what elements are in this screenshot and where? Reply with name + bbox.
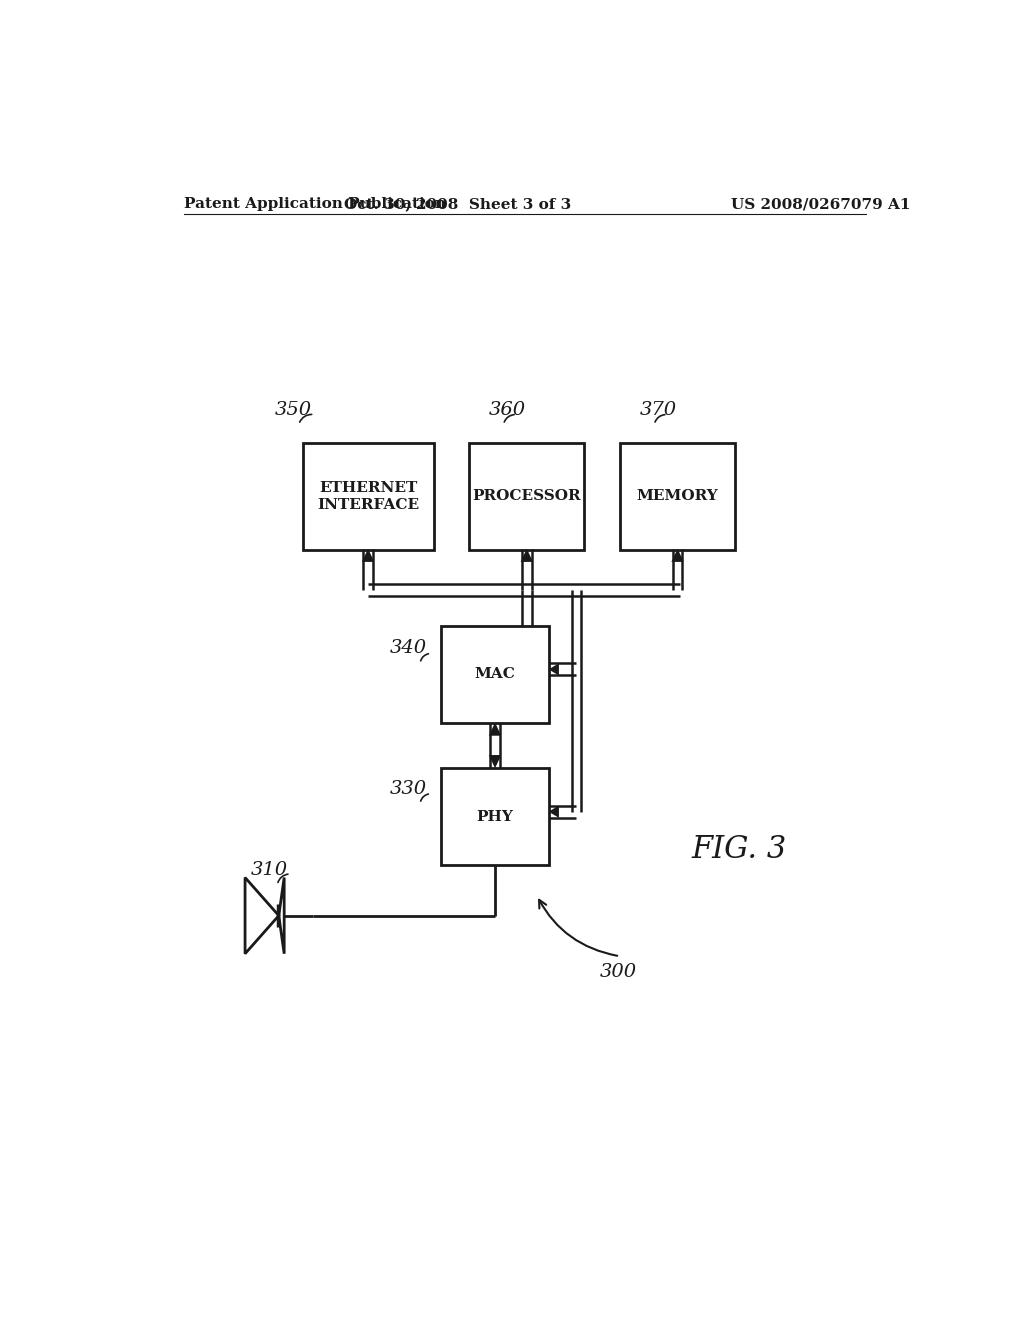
Text: 310: 310	[251, 861, 288, 879]
Polygon shape	[549, 805, 559, 818]
Text: 360: 360	[489, 400, 526, 418]
Bar	[303, 444, 433, 549]
Text: PROCESSOR: PROCESSOR	[472, 490, 581, 503]
Text: 330: 330	[390, 780, 427, 797]
Polygon shape	[549, 663, 559, 676]
Text: ETHERNET
INTERFACE: ETHERNET INTERFACE	[317, 480, 419, 512]
Polygon shape	[672, 549, 684, 562]
Text: 370: 370	[640, 400, 677, 418]
Text: US 2008/0267079 A1: US 2008/0267079 A1	[731, 197, 910, 211]
Bar	[469, 444, 585, 549]
Text: Oct. 30, 2008  Sheet 3 of 3: Oct. 30, 2008 Sheet 3 of 3	[344, 197, 571, 211]
Text: 350: 350	[274, 400, 312, 418]
Polygon shape	[361, 549, 374, 562]
Text: FIG. 3: FIG. 3	[691, 834, 786, 865]
Bar	[441, 768, 549, 865]
Polygon shape	[488, 722, 501, 735]
Text: MAC: MAC	[474, 667, 515, 681]
Bar	[441, 626, 549, 722]
Text: PHY: PHY	[476, 809, 513, 824]
Polygon shape	[488, 755, 501, 768]
Text: MEMORY: MEMORY	[637, 490, 719, 503]
Text: 300: 300	[600, 962, 637, 981]
Polygon shape	[520, 549, 532, 562]
Text: Patent Application Publication: Patent Application Publication	[183, 197, 445, 211]
Text: 340: 340	[390, 639, 427, 657]
Bar	[620, 444, 735, 549]
